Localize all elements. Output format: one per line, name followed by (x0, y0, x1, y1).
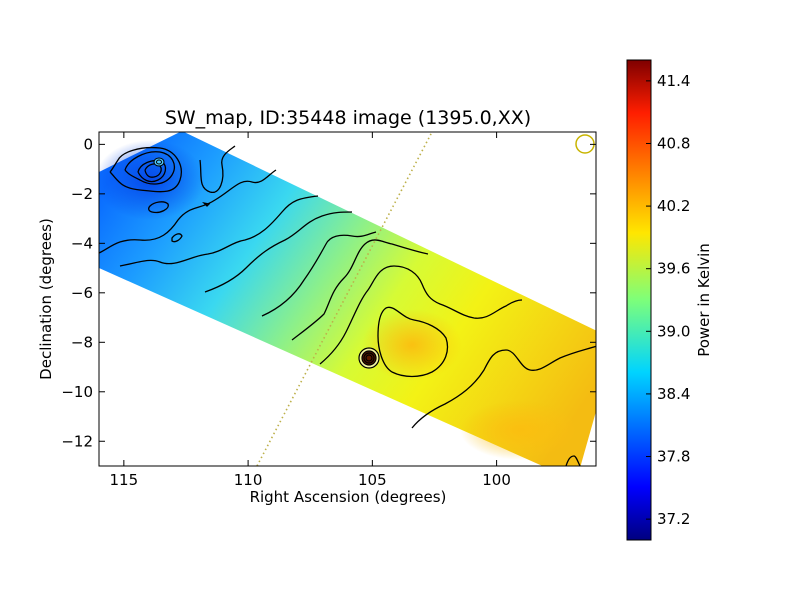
colorbar-tick-label: 37.2 (657, 510, 690, 528)
colorbar-tick-label: 40.8 (657, 134, 690, 152)
x-tick-label: 105 (358, 471, 387, 489)
chart-title: SW_map, ID:35448 image (1395.0,XX) (165, 107, 531, 129)
hot-source (358, 347, 380, 369)
colorbar-tick-label: 37.8 (657, 448, 690, 466)
colorbar-tick-label: 39.6 (657, 260, 690, 278)
colorbar-gradient (626, 59, 652, 541)
warm-region-south (460, 400, 580, 460)
colorbar-tick-label: 39.0 (657, 322, 690, 340)
y-axis-title: Declination (degrees) (37, 218, 55, 380)
data-swath (99, 132, 596, 466)
contour-lines (99, 145, 596, 466)
y-tick-label: −12 (61, 432, 93, 450)
y-tick-label: 0 (83, 135, 93, 153)
colorbar-ticks: 37.2 37.8 38.4 39.0 39.6 40.2 40.8 41.4 (646, 72, 690, 528)
heatmap-image (99, 132, 596, 466)
cold-source (153, 157, 165, 167)
y-tick-label: −10 (61, 383, 93, 401)
colorbar-label: Power in Kelvin (695, 243, 713, 357)
x-axis: 115 110 105 100 (110, 132, 511, 489)
x-tick-label: 110 (234, 471, 263, 489)
x-tick-label: 115 (110, 471, 139, 489)
y-tick-label: −6 (71, 284, 93, 302)
x-axis-title: Right Ascension (degrees) (250, 488, 447, 506)
colorbar: 37.2 37.8 38.4 39.0 39.6 40.2 40.8 41.4 Power i… (626, 59, 713, 541)
y-tick-label: −2 (71, 185, 93, 203)
y-tick-label: −8 (71, 333, 93, 351)
colorbar-tick-label: 38.4 (657, 385, 690, 403)
x-tick-label: 100 (482, 471, 511, 489)
y-axis: 0 −2 −4 −6 −8 −10 −12 (61, 135, 596, 450)
warm-region (362, 309, 462, 381)
plot-frame (98, 131, 597, 467)
colorbar-tick-label: 41.4 (657, 72, 690, 90)
y-tick-label: −4 (71, 234, 93, 252)
colorbar-tick-label: 40.2 (657, 197, 690, 215)
